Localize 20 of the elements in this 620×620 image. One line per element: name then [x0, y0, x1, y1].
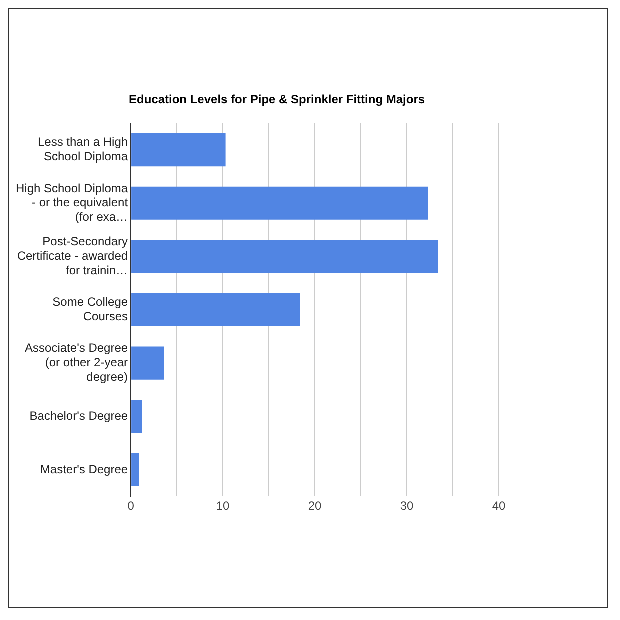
- x-tick-label: 10: [216, 499, 230, 514]
- y-tick-label: High School Diploma - or the equivalent (for exa…: [16, 181, 129, 224]
- bar: [132, 453, 140, 486]
- bar: [132, 186, 428, 220]
- bar: [132, 134, 226, 167]
- y-tick-label: Post-Secondary Certificate - awarded for trainin…: [17, 234, 128, 278]
- x-tick-label: 40: [492, 499, 506, 514]
- bar: [132, 400, 142, 434]
- y-tick-label: Associate's Degree (or other 2-year degree): [25, 341, 128, 384]
- x-tick-label: 0: [128, 499, 135, 514]
- y-tick-label: Master's Degree: [40, 462, 128, 476]
- y-tick-label: Bachelor's Degree: [30, 408, 128, 423]
- y-tick-label: Less than a High School Diploma: [38, 135, 128, 164]
- bar: [132, 240, 438, 274]
- x-tick-label: 20: [308, 499, 322, 514]
- x-tick-label: 30: [400, 499, 414, 514]
- y-tick-label: Some College Courses: [52, 295, 128, 324]
- bar: [132, 346, 164, 380]
- chart-title: Education Levels for Pipe & Sprinkler Fitting Majors: [129, 92, 426, 107]
- bar: [132, 293, 300, 327]
